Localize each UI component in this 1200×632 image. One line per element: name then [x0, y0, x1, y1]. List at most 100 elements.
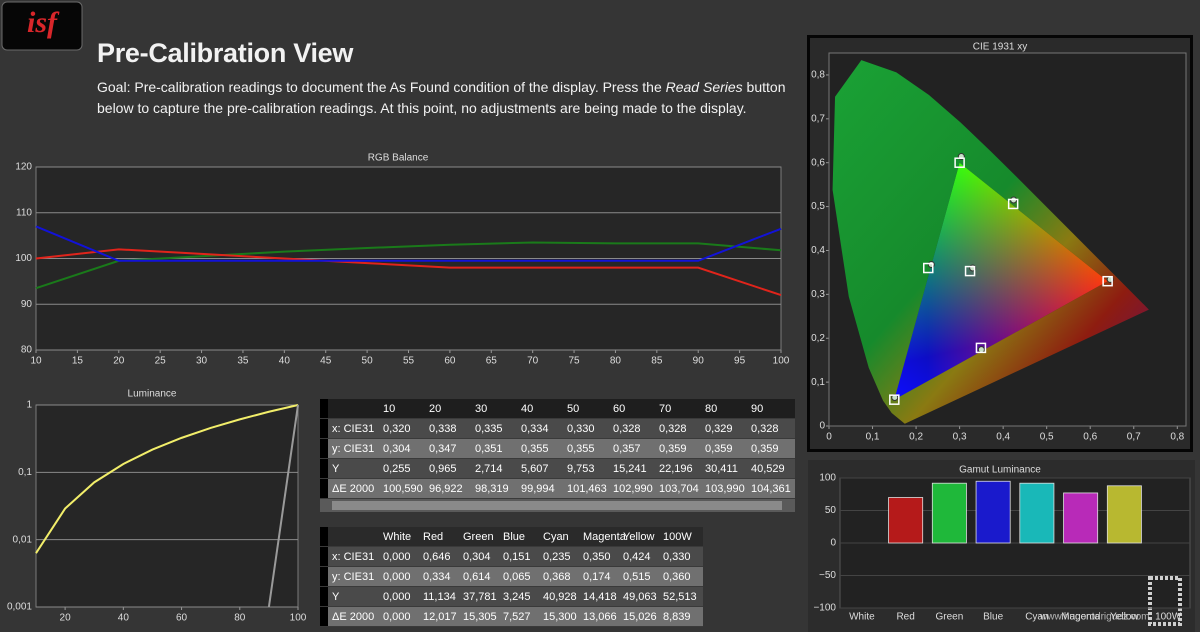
table-cell: 98,319 [475, 482, 509, 495]
goal-text: button [742, 79, 786, 95]
table-cell: 0,000 [383, 610, 411, 623]
table-cell: 0,065 [503, 570, 531, 583]
table-cell: 0,334 [423, 570, 451, 583]
table-cell: 103,990 [705, 482, 745, 495]
y-tick-label: 0,4 [811, 245, 825, 256]
x-tick-label: 60 [176, 613, 188, 624]
table-cell: 22,196 [659, 462, 693, 475]
row-label: y: CIE31 [332, 442, 375, 455]
column-header: 50 [567, 402, 580, 415]
table-cell: 8,839 [663, 610, 691, 623]
x-tick-label: 45 [320, 356, 332, 367]
x-tick-label: 100 [290, 613, 307, 624]
target-marker [923, 262, 934, 274]
table-cell: 0,255 [383, 462, 411, 475]
row-strip [320, 479, 328, 498]
table-row: ΔE 2000 0,000 12,017 15,305 7,527 15,300 13,06… [320, 607, 703, 627]
y-tick-label: 80 [21, 345, 33, 356]
x-tick-label: Magenta [1061, 612, 1100, 623]
bar [1019, 482, 1055, 544]
goal-text: Goal: Pre-calibration readings to docume… [97, 77, 786, 119]
chart-title: RGB Balance [368, 153, 429, 164]
table-cell: 2,714 [475, 462, 503, 475]
x-tick-label: Cyan [1025, 612, 1048, 623]
series-line [35, 241, 782, 290]
table-cell: 0,360 [663, 570, 691, 583]
goal-text: below to capture the pre-calibration rea… [97, 100, 747, 116]
x-tick-label: 20 [60, 613, 72, 624]
x-tick-label: 0,8 [1170, 432, 1184, 443]
column-header: Cyan [543, 530, 569, 543]
table-row: ΔE 2000 100,590 96,922 98,319 99,994 101,463 1… [320, 479, 795, 499]
plot-area [35, 404, 299, 608]
header-row: 10 20 30 40 50 60 70 80 90 1 [320, 399, 795, 419]
page-title: Pre-Calibration View [97, 38, 354, 68]
table-cell: 0,334 [521, 422, 549, 435]
x-tick-label: 65 [486, 356, 498, 367]
scrollbar-thumb[interactable] [332, 501, 782, 510]
row-label: x: CIE31 [332, 550, 375, 563]
table-cell: 12,017 [423, 610, 457, 623]
y-tick-label: 0,7 [811, 113, 825, 124]
y-tick-label: 100 [15, 253, 32, 264]
bar [975, 480, 1011, 544]
table-cell: 3,245 [503, 590, 531, 603]
table-cell: 0,304 [463, 550, 491, 563]
gamut-table: White Red Green Blue Cyan Magenta Yellow 100W x:… [320, 527, 703, 629]
table-cell: 0,000 [383, 590, 411, 603]
table-cell: 0,359 [705, 442, 733, 455]
y-tick-label: 0,3 [811, 289, 825, 300]
x-tick-label: 0,1 [866, 432, 880, 443]
x-tick-label: Yellow [1110, 612, 1139, 623]
table-cell: 0,320 [383, 422, 411, 435]
watermark: www.hugorodriguez.com [1039, 612, 1150, 623]
chart-title: Luminance [128, 389, 177, 400]
y-tick-label: −100 [813, 603, 836, 614]
row-label: ΔE 2000 [332, 610, 375, 623]
table-cell: 102,990 [613, 482, 653, 495]
x-tick-label: 10 [30, 356, 42, 367]
x-tick-label: 40 [118, 613, 130, 624]
logo-box [1, 1, 83, 51]
bar [1106, 485, 1142, 544]
row-strip [320, 567, 328, 586]
table-cell: 0,424 [623, 550, 651, 563]
table-cell: 0,151 [503, 550, 531, 563]
column-header: 40 [521, 402, 534, 415]
column-header: Yellow [623, 530, 655, 543]
row-label: ΔE 2000 [332, 482, 375, 495]
table-cell: 96,922 [429, 482, 463, 495]
y-tick-label: 0 [830, 538, 836, 549]
table-cell: 0,347 [429, 442, 457, 455]
y-tick-label: 0,8 [811, 70, 825, 81]
x-tick-label: 0 [826, 432, 832, 443]
table-cell: 0,328 [751, 422, 779, 435]
column-header: 60 [613, 402, 626, 415]
x-tick-label: 55 [403, 356, 415, 367]
series-line [35, 404, 299, 554]
y-tick-label: 1 [26, 400, 32, 411]
row-strip [320, 459, 328, 478]
target-marker [964, 265, 976, 277]
table-cell: 0,359 [659, 442, 687, 455]
table-cell: 15,241 [613, 462, 647, 475]
table-cell: 0,000 [383, 570, 411, 583]
table-cell: 100,590 [383, 482, 423, 495]
table-row: y: CIE31 0,304 0,347 0,351 0,355 0,355 0,357 0,… [320, 439, 795, 459]
table-cell: 4 [794, 463, 795, 475]
table-cell: 0,329 [705, 422, 733, 435]
x-tick-label: Green [935, 612, 963, 623]
target-marker [975, 342, 987, 354]
series-line [267, 404, 299, 608]
table-cell: 15,300 [543, 610, 577, 623]
readings-table: 1020304050607080901x: CIE310,3200,3380,3… [320, 399, 795, 499]
table-cell: 0,330 [567, 422, 595, 435]
table-cell: 0,328 [613, 422, 641, 435]
table-cell: 5,607 [521, 462, 549, 475]
column-header: 10 [383, 402, 396, 415]
y-tick-label: 0,001 [7, 602, 32, 613]
row-label: x: CIE31 [332, 422, 375, 435]
y-tick-label: 0,2 [811, 333, 825, 344]
x-tick-label: Blue [983, 612, 1003, 623]
